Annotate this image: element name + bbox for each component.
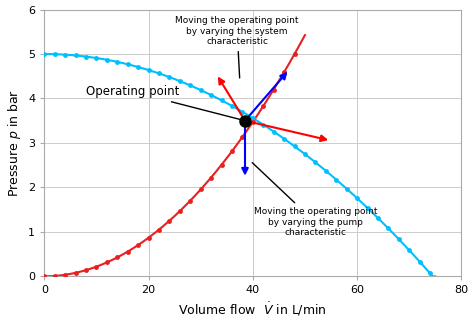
Text: Moving the operating point
by varying the pump
characteristic: Moving the operating point by varying th… [252,163,377,237]
Text: Moving the operating point
by varying the system
characteristic: Moving the operating point by varying th… [175,16,299,78]
Text: Operating point: Operating point [86,85,242,120]
X-axis label: Volume flow  $\dot{V}$ in L/min: Volume flow $\dot{V}$ in L/min [179,301,327,318]
Y-axis label: Pressure $p$ in bar: Pressure $p$ in bar [6,89,23,197]
